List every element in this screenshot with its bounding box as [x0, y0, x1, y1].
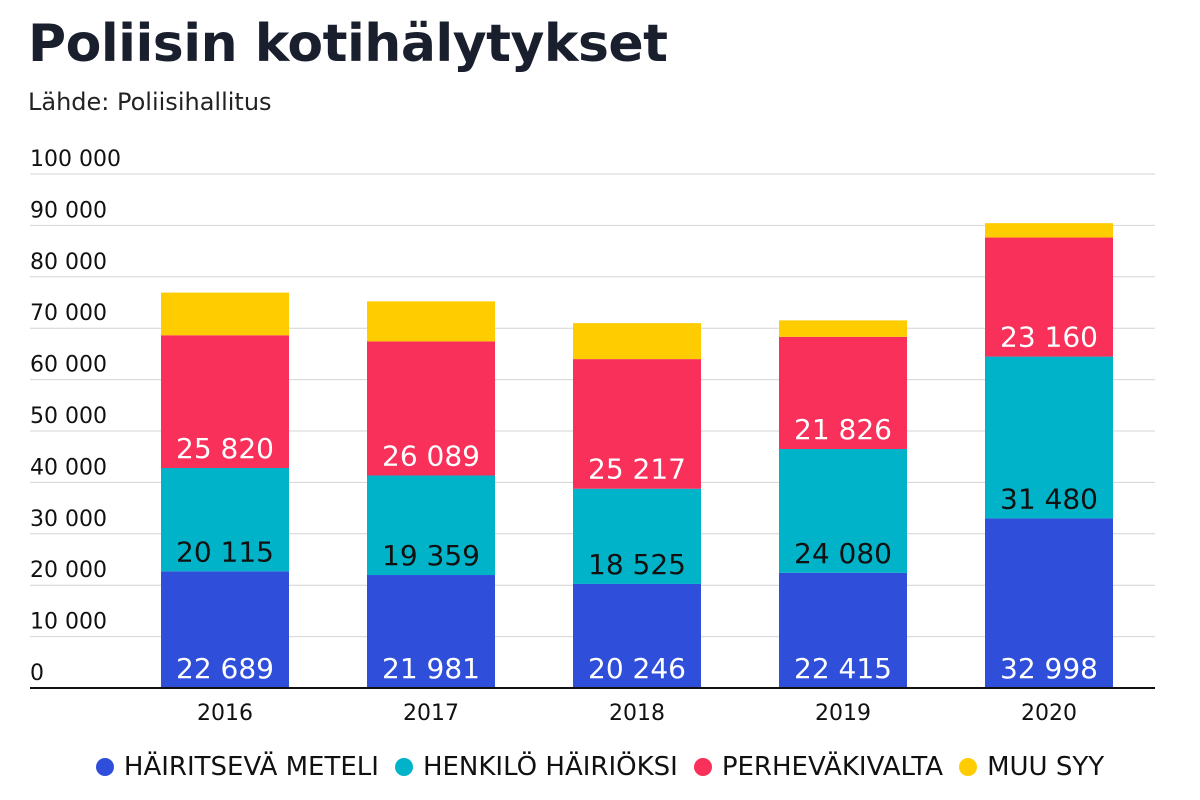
data-label: 26 089 [382, 440, 480, 473]
chart-legend: HÄIRITSEVÄ METELI HENKILÖ HÄIRIÖKSI PERHEV… [0, 752, 1200, 782]
legend-label: HENKILÖ HÄIRIÖKSI [422, 752, 678, 782]
y-tick-label: 80 000 [30, 250, 107, 275]
bar-segment [367, 341, 495, 476]
legend-item: HÄIRITSEVÄ METELI [95, 752, 379, 782]
data-label: 25 217 [588, 453, 686, 486]
chart-title: Poliisin kotihälytykset [28, 14, 668, 74]
y-tick-label: 30 000 [30, 507, 107, 532]
y-tick-label: 0 [30, 661, 44, 686]
bar-segment [985, 356, 1113, 519]
bar-segment [779, 572, 907, 688]
data-label: 24 080 [794, 537, 892, 570]
legend-color-dot [693, 758, 712, 776]
bar-segment [161, 335, 289, 468]
y-tick-label: 60 000 [30, 353, 107, 378]
y-tick-label: 10 000 [30, 610, 107, 635]
x-tick-label: 2016 [197, 701, 253, 726]
data-label: 21 981 [382, 652, 480, 685]
data-label: 25 820 [176, 432, 274, 465]
bar-segment [985, 237, 1113, 357]
bar-segment [779, 320, 907, 337]
x-tick-label: 2019 [815, 701, 871, 726]
x-tick-label: 2020 [1021, 701, 1077, 726]
data-label: 31 480 [1000, 482, 1098, 515]
y-tick-label: 20 000 [30, 558, 107, 583]
bar-segment [573, 583, 701, 688]
bar-segment [161, 571, 289, 688]
bar-segment [161, 292, 289, 336]
legend-label: PERHEVÄKIVALTA [721, 752, 944, 782]
bar-segment [367, 301, 495, 342]
bar-segment [985, 518, 1113, 688]
data-label: 20 246 [588, 652, 686, 685]
data-label: 22 689 [176, 652, 274, 685]
y-tick-label: 70 000 [30, 301, 107, 326]
legend-color-dot [959, 758, 978, 776]
legend-item: MUU SYY [959, 752, 1104, 782]
data-label: 19 359 [382, 539, 480, 572]
bar-segment [985, 223, 1113, 238]
data-label: 20 115 [176, 535, 274, 568]
bar-segment [367, 475, 495, 576]
legend-color-dot [95, 758, 114, 776]
y-tick-label: 90 000 [30, 198, 107, 223]
data-label: 18 525 [588, 548, 686, 581]
bar-segment [779, 336, 907, 450]
legend-color-dot [394, 758, 413, 776]
bar-segment [573, 323, 701, 360]
bar-segment [779, 449, 907, 573]
bar-segment [367, 575, 495, 688]
legend-label: HÄIRITSEVÄ METELI [123, 752, 379, 782]
chart-subtitle: Lähde: Poliisihallitus [28, 88, 272, 116]
data-label: 32 998 [1000, 652, 1098, 685]
legend-item: PERHEVÄKIVALTA [693, 752, 944, 782]
data-label: 23 160 [1000, 321, 1098, 354]
x-tick-label: 2018 [609, 701, 665, 726]
data-label: 22 415 [794, 652, 892, 685]
bar-segment [573, 359, 701, 489]
legend-label: MUU SYY [987, 752, 1105, 782]
y-tick-label: 40 000 [30, 455, 107, 480]
bar-segment [161, 467, 289, 572]
x-tick-label: 2017 [403, 701, 459, 726]
bar-segment [573, 488, 701, 584]
legend-item: HENKILÖ HÄIRIÖKSI [394, 752, 678, 782]
stacked-bar-chart: 0 10 000 20 000 30 000 40 000 50 000 60 000 70 … [30, 147, 1155, 726]
y-tick-label: 50 000 [30, 404, 107, 429]
y-tick-label: 100 000 [30, 147, 121, 172]
data-label: 21 826 [794, 413, 892, 446]
